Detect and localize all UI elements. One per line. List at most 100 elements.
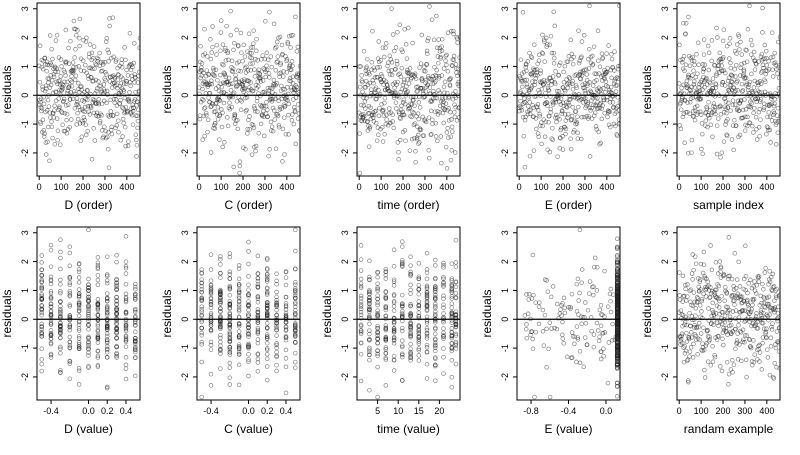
residual-point <box>712 354 718 360</box>
residual-point <box>687 349 693 354</box>
residual-point <box>596 71 602 76</box>
residual-point <box>728 108 733 113</box>
residual-point <box>39 361 44 367</box>
residual-point <box>212 73 217 79</box>
residual-point <box>367 387 372 393</box>
residual-point <box>449 278 455 283</box>
residual-point <box>450 63 455 69</box>
residual-point <box>550 125 555 131</box>
residual-point <box>587 154 593 159</box>
residual-point <box>37 63 42 69</box>
residual-point <box>401 97 407 103</box>
residual-point <box>399 47 404 52</box>
residual-point <box>523 326 529 332</box>
residual-point <box>763 329 769 335</box>
residual-point <box>401 112 407 118</box>
residual-point <box>293 300 298 305</box>
residual-point <box>389 6 394 11</box>
residual-point <box>696 62 701 68</box>
residual-point <box>293 286 298 291</box>
residual-point <box>213 101 218 107</box>
residual-point <box>199 317 204 323</box>
residual-point <box>245 126 250 132</box>
residual-point <box>455 40 460 45</box>
residual-point <box>126 99 132 104</box>
residual-point <box>255 253 261 259</box>
residual-point <box>699 296 705 302</box>
residual-point <box>433 362 438 368</box>
residual-point <box>123 376 129 382</box>
residual-point <box>69 79 75 85</box>
residual-point <box>596 338 602 344</box>
residual-point <box>453 89 458 94</box>
residual-point <box>260 53 265 58</box>
residual-point <box>681 293 687 299</box>
residual-point <box>49 124 55 130</box>
residual-point <box>449 384 455 390</box>
residual-point <box>539 141 544 147</box>
residual-point <box>414 137 420 142</box>
residual-point <box>437 90 442 96</box>
x-tick-label: 0 <box>197 182 202 192</box>
residual-point <box>680 60 685 65</box>
residual-point <box>453 341 459 346</box>
residual-point <box>759 316 765 321</box>
residual-point <box>408 358 413 363</box>
x-axis-title: D (value) <box>64 422 113 436</box>
residual-point <box>441 330 446 335</box>
residual-point <box>383 269 389 275</box>
residual-point <box>718 155 723 160</box>
residual-point <box>264 325 270 330</box>
residual-point <box>227 382 233 387</box>
residual-point <box>677 293 682 298</box>
residual-point <box>199 304 204 309</box>
residual-point <box>105 47 110 53</box>
residual-point <box>95 363 101 368</box>
residual-point <box>236 289 242 295</box>
residual-point <box>40 117 46 123</box>
residual-point <box>717 298 722 304</box>
residual-point <box>438 134 444 139</box>
residual-point <box>560 332 565 338</box>
residual-point <box>563 126 569 132</box>
residual-point <box>598 140 603 146</box>
residual-point <box>104 291 110 296</box>
residual-point <box>416 287 422 292</box>
residual-point <box>109 55 114 61</box>
residual-point <box>572 334 577 340</box>
residual-point <box>214 112 220 117</box>
x-tick-label: -0.8 <box>523 406 539 416</box>
residual-point <box>527 50 532 56</box>
x-tick-label: 400 <box>759 406 774 416</box>
residual-point <box>433 343 438 349</box>
residual-point <box>428 108 434 114</box>
residual-point <box>67 288 73 294</box>
residual-point <box>717 259 723 264</box>
residual-point <box>38 121 43 126</box>
residual-point <box>772 360 777 366</box>
residual-point <box>367 345 372 351</box>
residual-point <box>96 101 102 107</box>
residual-point <box>95 255 101 260</box>
residual-point <box>416 329 422 335</box>
residual-point <box>123 336 129 341</box>
residual-point <box>441 282 446 288</box>
residual-point <box>274 60 279 65</box>
residual-point <box>383 355 389 361</box>
residual-point <box>772 307 778 313</box>
residual-point <box>591 332 597 337</box>
residual-point <box>264 290 270 296</box>
residual-point <box>227 334 233 340</box>
residual-point <box>367 289 372 295</box>
residual-point <box>73 65 79 70</box>
residual-point <box>380 139 386 144</box>
residual-point <box>430 117 435 122</box>
residual-point <box>538 68 543 73</box>
residual-point <box>274 328 279 333</box>
residual-point <box>526 291 532 297</box>
residual-point <box>725 117 730 122</box>
residual-point <box>199 330 204 336</box>
residual-point <box>532 79 538 85</box>
residual-point <box>283 335 289 340</box>
